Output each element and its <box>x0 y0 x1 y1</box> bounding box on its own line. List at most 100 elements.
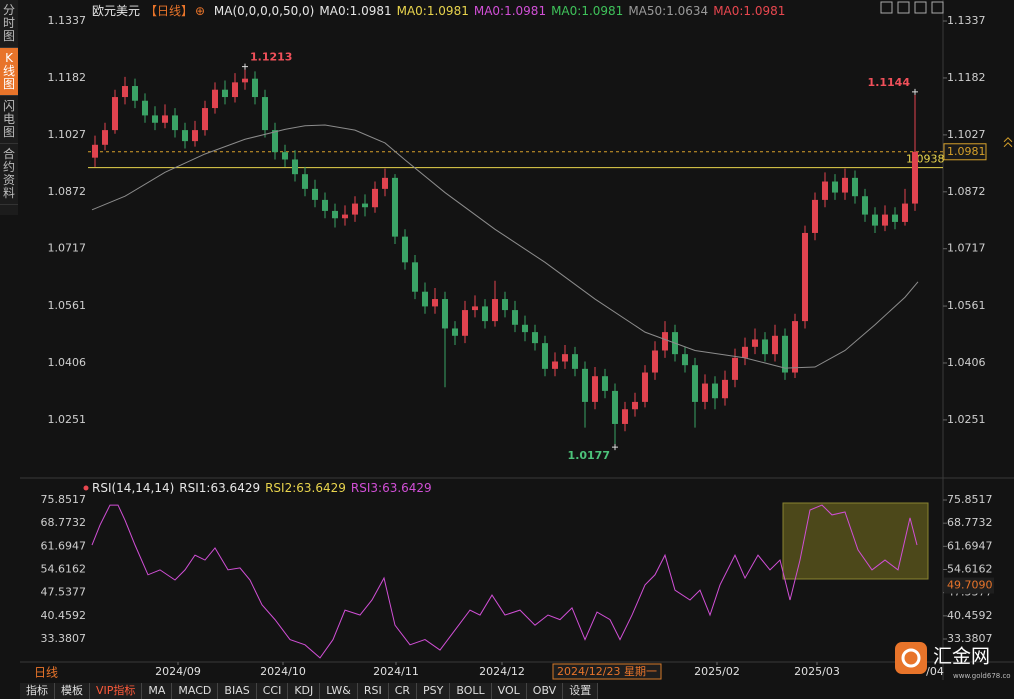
ma-label: MA0:1.0981 <box>473 4 547 18</box>
y-tick-label: 1.0717 <box>48 242 87 255</box>
add-icon[interactable]: ⊕ <box>195 4 206 18</box>
rsi-header: RSI(14,14,14) RSI1:63.6429 RSI2:63.6429 RSI… <box>92 481 437 495</box>
highlight-box <box>782 502 929 580</box>
toolbar-item[interactable]: VOL <box>491 683 527 699</box>
candle-body <box>212 89 218 109</box>
y-tick-label: 33.3807 <box>41 632 87 645</box>
toolbar-item[interactable]: CCI <box>256 683 289 699</box>
candle-body <box>552 361 558 369</box>
candle-body <box>902 203 908 222</box>
icon[interactable] <box>897 1 910 14</box>
toolbar-item[interactable]: 设置 <box>563 683 599 699</box>
toolbar-item[interactable]: CR <box>388 683 418 699</box>
x-tick-label: /04 <box>926 665 944 678</box>
candle-body <box>202 108 208 131</box>
candle-body <box>502 299 508 311</box>
toolbar-item[interactable]: VIP指标 <box>90 683 143 699</box>
y-tick-label: 47.5377 <box>41 586 87 599</box>
candle-body <box>772 335 778 355</box>
candle-body <box>162 115 168 123</box>
candle-body <box>612 390 618 424</box>
candle-body <box>782 335 788 373</box>
y-tick-label: 1.0561 <box>48 299 87 312</box>
toolbar-item[interactable]: OBV <box>526 683 564 699</box>
y-tick-label: 1.1182 <box>48 71 87 84</box>
candle-body <box>622 409 628 424</box>
period-label: 日线 <box>34 666 58 680</box>
toolbar-item[interactable]: KDJ <box>288 683 321 699</box>
y-tick-label: 1.0251 <box>48 413 87 426</box>
candle-body <box>652 350 658 373</box>
candle-body <box>242 78 248 83</box>
toolbar-item[interactable]: LW& <box>320 683 358 699</box>
toolbar-item[interactable]: RSI <box>357 683 389 699</box>
y-tick-label: 1.1027 <box>947 128 986 141</box>
candle-body <box>572 354 578 369</box>
candle-body <box>722 379 728 399</box>
candle-body <box>302 174 308 189</box>
toolbar: 指标 模板 VIP指标 MA MACD BIAS CCI KDJ LW& RSI CR PSY BOLL… <box>20 683 599 699</box>
candle-body <box>332 210 338 219</box>
y-tick-label: 61.6947 <box>41 539 87 552</box>
x-tick-label: 2025/03 <box>794 665 840 678</box>
y-tick-label: 68.7732 <box>947 516 993 529</box>
rsi-label: RSI1:63.6429 <box>179 481 261 495</box>
candle-body <box>662 332 668 351</box>
candle-body <box>812 199 818 233</box>
candle-body <box>92 144 98 158</box>
ma-label: MA(0,0,0,0,50,0) <box>213 4 315 18</box>
tab[interactable]: 合约资料 <box>0 144 18 205</box>
y-tick-label: 75.8517 <box>41 493 87 506</box>
y-tick-label: 1.0561 <box>947 299 986 312</box>
candle-body <box>752 339 758 347</box>
price-label: 1.0981 <box>947 145 986 158</box>
tab[interactable]: 分时图 <box>0 0 18 48</box>
candle-body <box>872 214 878 226</box>
candle-body <box>412 262 418 292</box>
y-tick-label: 1.0406 <box>947 356 986 369</box>
candle-body <box>862 196 868 215</box>
toolbar-item[interactable]: BOLL <box>450 683 492 699</box>
candle-body <box>682 354 688 366</box>
candle-body <box>542 343 548 369</box>
candle-body <box>742 346 748 358</box>
y-tick-label: 68.7732 <box>41 516 87 529</box>
candle-body <box>322 199 328 211</box>
icon[interactable] <box>880 1 893 14</box>
icon[interactable] <box>914 1 927 14</box>
candle-body <box>362 203 368 208</box>
candle-body <box>432 299 438 307</box>
toolbar-item[interactable]: MACD <box>172 683 219 699</box>
rsi-label: RSI(14,14,14) <box>92 481 175 495</box>
logo-url: www.gold678.com <box>953 672 1011 680</box>
extreme-marker <box>612 444 618 451</box>
rsi-label: RSI2:63.6429 <box>265 481 346 495</box>
period[interactable]: 【日线】 <box>145 4 194 18</box>
y-tick-label: 1.0406 <box>48 356 87 369</box>
toolbar-item[interactable]: PSY <box>417 683 451 699</box>
toolbar-item[interactable]: 模板 <box>55 683 90 699</box>
candle-body <box>712 383 718 399</box>
toolbar-item[interactable]: MA <box>142 683 173 699</box>
candle-body <box>402 236 408 263</box>
ma-label: MA0:1.0981 <box>551 4 624 18</box>
x-tick-label: 2025/02 <box>694 665 740 678</box>
rsi-current: 49.7090 <box>947 579 993 592</box>
candle-body <box>842 177 848 193</box>
candle-body <box>462 310 468 336</box>
candle-body <box>882 214 888 226</box>
tab[interactable]: K线图 <box>0 48 18 96</box>
window-icons[interactable] <box>880 1 944 14</box>
y-tick-label: 40.4592 <box>41 609 87 622</box>
toolbar-item[interactable]: BIAS <box>218 683 257 699</box>
ma-label: MA50:1.0634 <box>628 4 709 18</box>
tab[interactable]: 闪电图 <box>0 96 18 144</box>
candle-body <box>292 159 298 175</box>
rsi-line <box>91 504 918 659</box>
toolbar-item[interactable]: 指标 <box>20 683 55 699</box>
icon[interactable] <box>931 1 944 14</box>
candle-body <box>592 376 598 402</box>
candle-body <box>892 214 898 222</box>
crosshair-label: 2024/12/23 星期一 <box>557 665 657 678</box>
extreme-label: 1.0177 <box>568 449 610 462</box>
